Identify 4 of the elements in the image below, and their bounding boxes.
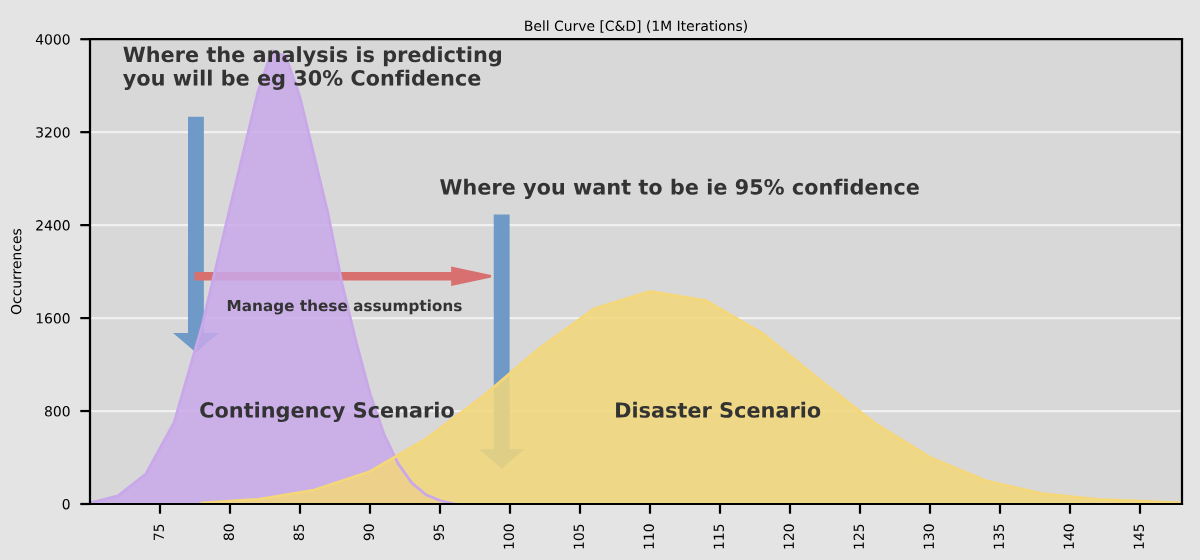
annotation: Contingency Scenario (200, 401, 454, 423)
annotation: Where the analysis is predicting you will be eg 30% Confidence (123, 46, 502, 90)
annotation: Where you want to be ie 95% confidence (440, 178, 919, 199)
annotation: Disaster Scenario (616, 401, 821, 418)
